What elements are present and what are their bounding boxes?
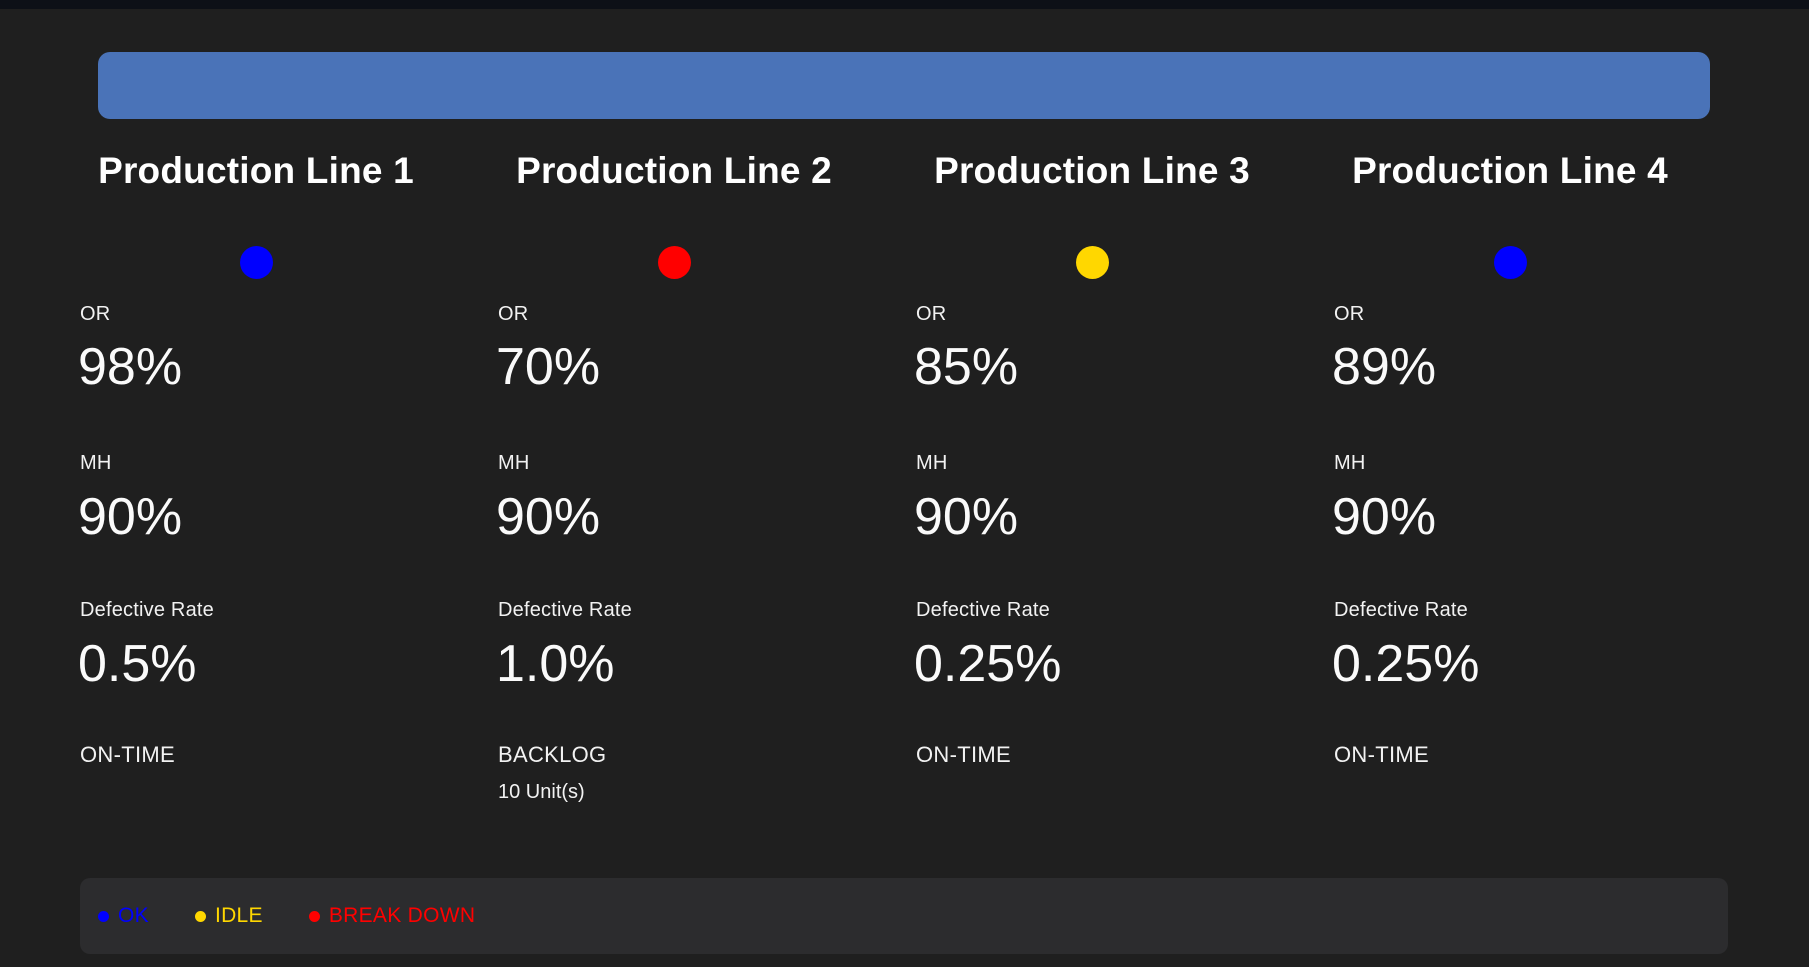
legend-item-break-down[interactable]: BREAK DOWN	[308, 904, 476, 928]
mh-value: 90%	[78, 488, 183, 546]
status-dot-icon	[658, 246, 691, 279]
defective-rate-label: Defective Rate	[80, 599, 214, 621]
break-down-dot-icon	[308, 910, 320, 922]
delivery-status: ON-TIME	[1334, 742, 1429, 767]
or-value: 70%	[496, 338, 601, 396]
defective-rate-value: 0.5%	[78, 635, 197, 693]
status-legend: OK IDLE BREAK DOWN	[80, 878, 1728, 954]
delivery-status: ON-TIME	[916, 742, 1011, 767]
or-label: OR	[80, 303, 111, 325]
production-line-title: Production Line 4	[1352, 150, 1668, 191]
idle-dot-icon	[194, 910, 206, 922]
defective-rate-label: Defective Rate	[1334, 599, 1468, 621]
mh-value: 90%	[914, 488, 1019, 546]
status-dot-icon	[1494, 246, 1527, 279]
idle-label: IDLE	[214, 904, 263, 927]
delivery-status: BACKLOG	[498, 742, 607, 767]
production-line-title: Production Line 3	[934, 150, 1250, 191]
or-label: OR	[498, 303, 529, 325]
delivery-status: ON-TIME	[80, 742, 175, 767]
defective-rate-label: Defective Rate	[916, 599, 1050, 621]
production-line-card-4: Production Line 4 OR 89% MH 90% Defectiv…	[1301, 140, 1719, 840]
mh-label: MH	[916, 452, 948, 474]
mh-value: 90%	[496, 488, 601, 546]
production-line-card-3: Production Line 3 OR 85% MH 90% Defectiv…	[883, 140, 1301, 840]
defective-rate-value: 0.25%	[914, 635, 1062, 693]
defective-rate-label: Defective Rate	[498, 599, 632, 621]
or-value: 85%	[914, 338, 1019, 396]
production-line-card-2: Production Line 2 OR 70% MH 90% Defectiv…	[465, 140, 883, 840]
header-banner	[98, 52, 1710, 119]
production-lines-grid: Production Line 1 OR 98% MH 90% Defectiv…	[47, 140, 1719, 840]
production-line-card-1: Production Line 1 OR 98% MH 90% Defectiv…	[47, 140, 465, 840]
or-value: 98%	[78, 338, 183, 396]
mh-label: MH	[80, 452, 112, 474]
ok-dot-icon	[98, 910, 109, 922]
status-dot-icon	[240, 246, 273, 279]
mh-label: MH	[498, 452, 530, 474]
backlog-units: 10 Unit(s)	[498, 781, 585, 803]
or-label: OR	[916, 303, 947, 325]
or-label: OR	[1334, 303, 1365, 325]
production-line-title: Production Line 2	[516, 150, 832, 191]
or-value: 89%	[1332, 338, 1437, 396]
legend-item-ok[interactable]: OK	[98, 904, 149, 928]
legend-item-idle[interactable]: IDLE	[194, 904, 263, 928]
defective-rate-value: 0.25%	[1332, 635, 1480, 693]
production-line-title: Production Line 1	[98, 150, 414, 191]
mh-value: 90%	[1332, 488, 1437, 546]
defective-rate-value: 1.0%	[496, 635, 615, 693]
ok-label: OK	[118, 904, 149, 927]
window-top-edge	[0, 0, 1809, 9]
status-dot-icon	[1076, 246, 1109, 279]
mh-label: MH	[1334, 452, 1366, 474]
break-down-label: BREAK DOWN	[328, 904, 476, 927]
